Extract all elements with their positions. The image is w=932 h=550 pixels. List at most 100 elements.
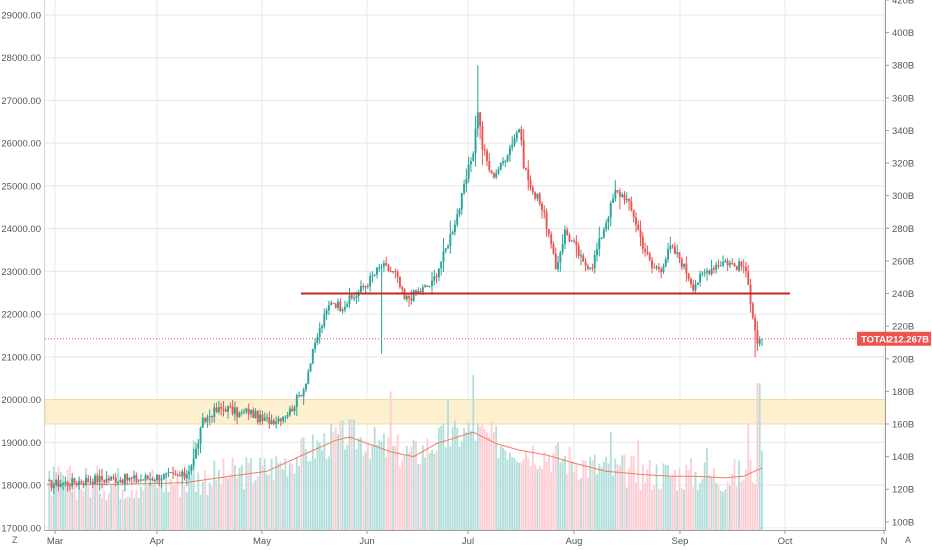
candle-body — [55, 479, 58, 485]
candle-body — [719, 265, 722, 267]
candle — [176, 473, 179, 477]
candle — [201, 412, 204, 428]
candle-body — [421, 287, 424, 293]
volume-bar — [474, 440, 477, 530]
candle-body — [703, 272, 706, 274]
candle — [612, 193, 615, 204]
volume-bar — [575, 464, 578, 530]
candle-body — [614, 190, 617, 199]
candle — [105, 471, 108, 486]
candle-body — [325, 310, 328, 315]
candle-body — [726, 260, 729, 266]
volume-bar — [57, 466, 60, 530]
candle-body — [107, 478, 110, 481]
volume-bar — [270, 458, 273, 530]
right-tick-label: 320B — [892, 159, 914, 170]
volume-bar — [724, 489, 727, 530]
candle-body — [291, 408, 294, 412]
candle-body — [332, 302, 335, 304]
volume-bar — [419, 464, 422, 530]
volume-bar — [444, 447, 447, 530]
candle — [646, 245, 649, 256]
candle — [112, 473, 115, 481]
candle — [511, 135, 514, 152]
candle — [192, 449, 195, 470]
volume-bar — [621, 455, 624, 530]
candle-body — [252, 409, 255, 418]
candle-body — [231, 406, 234, 414]
candle-body — [188, 471, 191, 474]
candle-body — [183, 471, 186, 479]
volume-bar — [282, 469, 284, 530]
candle-body — [396, 271, 399, 277]
candle — [206, 414, 209, 428]
candle-body — [192, 458, 195, 466]
volume-bar — [222, 458, 225, 530]
candle — [398, 276, 401, 289]
volume-bar — [543, 451, 546, 530]
volume-bar — [50, 496, 53, 530]
candle-body — [531, 187, 534, 193]
candle — [616, 190, 619, 194]
candle-body — [699, 273, 702, 283]
volume-bar — [712, 467, 715, 530]
candle — [178, 471, 181, 477]
candle-body — [419, 290, 422, 293]
volume-bar — [591, 460, 594, 530]
candle — [621, 192, 624, 198]
candle-body — [513, 138, 516, 145]
volume-bar — [735, 486, 738, 530]
volume-bar — [112, 483, 115, 530]
candle — [426, 285, 429, 288]
candle — [114, 473, 117, 486]
volume-bar — [708, 475, 711, 530]
candle-body — [667, 249, 670, 260]
candle-body — [453, 224, 456, 233]
volume-bar — [639, 490, 642, 530]
candle — [573, 238, 576, 244]
candle-body — [80, 481, 83, 484]
volume-bar — [332, 432, 335, 530]
candle-body — [366, 285, 369, 287]
candle-body — [735, 266, 738, 271]
candle — [657, 263, 660, 273]
candle-body — [112, 476, 115, 478]
volume-bar — [266, 474, 268, 530]
volume-bar — [550, 471, 553, 530]
candle — [499, 162, 502, 171]
volume-bar — [667, 465, 669, 530]
volume-bar — [417, 463, 420, 530]
candle-body — [259, 414, 262, 423]
candle — [692, 279, 695, 295]
candle — [52, 482, 55, 494]
candle — [428, 285, 431, 288]
candle-body — [156, 474, 158, 481]
candle-body — [437, 268, 440, 278]
time-tick-label: May — [253, 536, 271, 547]
candle — [673, 242, 676, 255]
candle-body — [747, 271, 750, 285]
candle — [220, 402, 223, 416]
candle-body — [754, 317, 757, 331]
volume-bar — [188, 472, 190, 530]
timezone-corner-label[interactable]: Z — [12, 535, 18, 545]
volume-bar — [559, 462, 562, 530]
candle — [185, 469, 188, 486]
candle — [543, 205, 546, 219]
volume-bar — [394, 445, 397, 530]
candle — [128, 477, 131, 483]
candle — [628, 197, 631, 211]
volume-bar — [552, 453, 555, 530]
candle — [506, 154, 509, 163]
volume-bar — [339, 421, 342, 530]
candle-body — [708, 270, 711, 274]
auto-scale-corner-label[interactable]: A — [905, 535, 911, 545]
volume-bar — [596, 474, 598, 530]
candle-body — [117, 481, 120, 483]
candle — [756, 321, 759, 351]
candle-body — [575, 241, 578, 246]
candle — [359, 280, 362, 294]
candle — [715, 261, 718, 274]
candle — [589, 267, 592, 271]
